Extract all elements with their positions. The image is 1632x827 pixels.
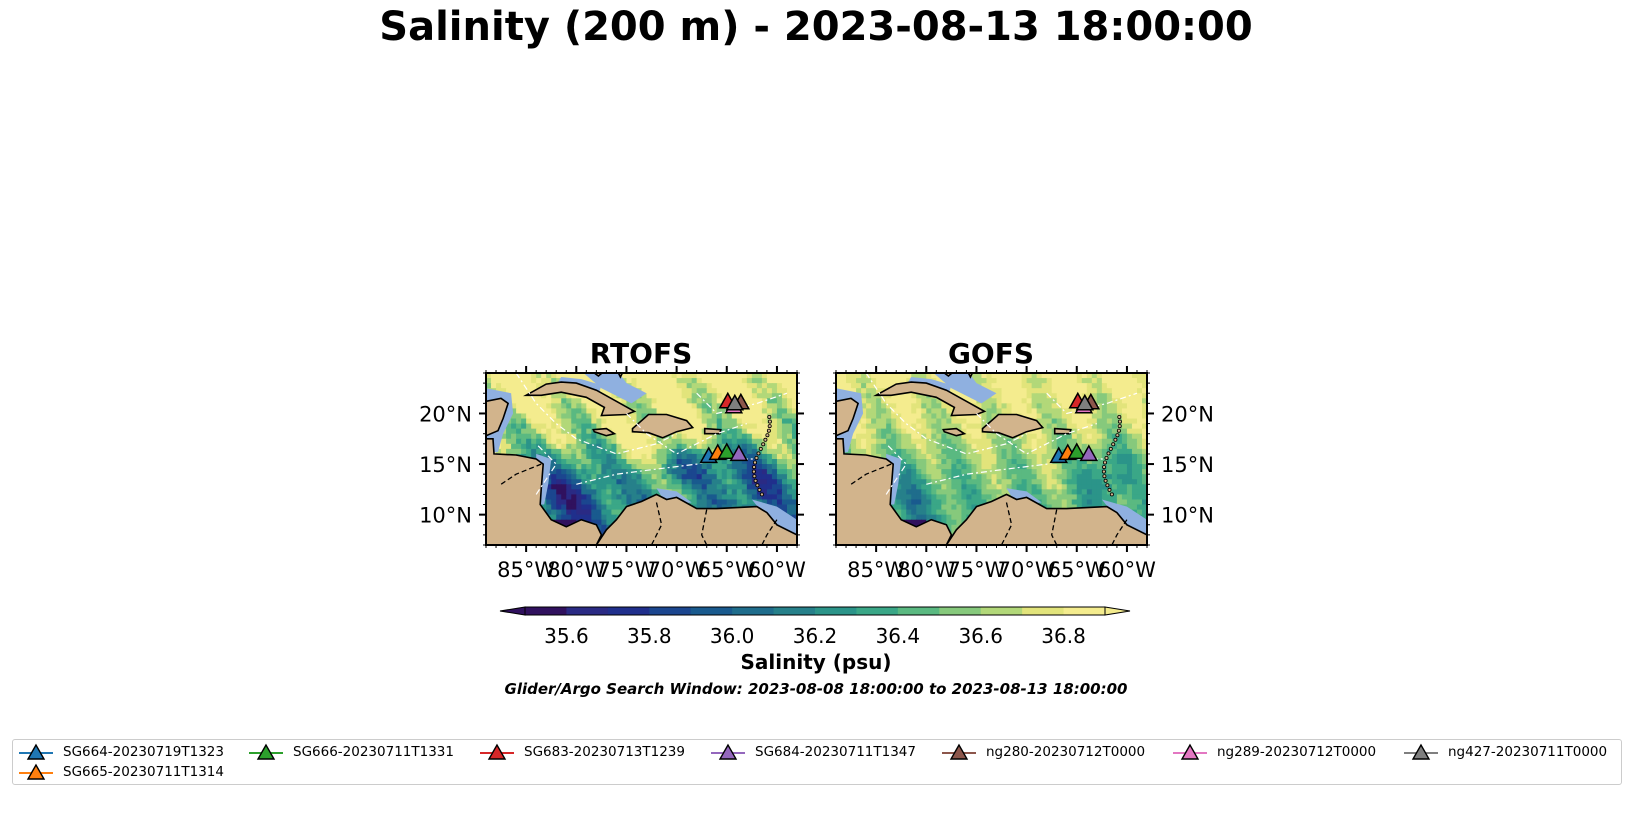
triangle-marker-icon [711, 743, 745, 760]
platform-marker-sg666-20230711t1331 [717, 442, 737, 460]
platform-marker-ng427-20230711t0000 [1075, 393, 1095, 411]
lon-tick-label: 60°W [748, 558, 806, 582]
lon-tick-label: 85°W [847, 558, 905, 582]
colorbar-tick-label: 36.8 [1041, 624, 1086, 648]
lon-tick-label: 80°W [897, 558, 955, 582]
land-rtofs [486, 437, 603, 545]
land-gofs [836, 397, 860, 437]
legend-item-ng427-20230711t0000: ng427-20230711T0000 [1404, 742, 1607, 762]
platform-marker-sg684-20230711t1347 [729, 444, 749, 462]
land-gofs [945, 493, 1147, 545]
lon-tick-label: 60°W [1098, 558, 1156, 582]
lon-tick-label: 70°W [648, 558, 706, 582]
land-rtofs [523, 381, 637, 417]
legend-item-label: ng289-20230712T0000 [1217, 744, 1377, 760]
legend-item-ng289-20230712t0000: ng289-20230712T0000 [1173, 742, 1376, 762]
legend-item-ng280-20230712t0000: ng280-20230712T0000 [942, 742, 1145, 762]
lon-tick-label: 70°W [998, 558, 1056, 582]
salinity-field-rtofs [486, 373, 797, 545]
legend-item-label: SG664-20230719T1323 [63, 744, 224, 760]
colorbar-tick-label: 36.4 [876, 624, 921, 648]
land-gofs [908, 358, 925, 368]
triangle-marker-icon [480, 743, 514, 760]
platform-marker-ng427-20230711t0000 [725, 393, 745, 411]
lon-tick-label: 75°W [947, 558, 1005, 582]
lat-tick-label: 15°N [419, 453, 472, 477]
legend-item-sg665-20230711t1314: SG665-20230711T1314 [19, 762, 224, 782]
land-rtofs [558, 358, 575, 368]
land-gofs [942, 427, 967, 437]
lon-tick-label: 65°W [1048, 558, 1106, 582]
map-panel-gofs: 85°W80°W75°W70°W65°W60°W 10°N 15°N 20°N [829, 358, 1214, 582]
land-rtofs [592, 427, 617, 437]
legend-item-label: ng427-20230711T0000 [1448, 744, 1608, 760]
legend-item-sg666-20230711t1331: SG666-20230711T1331 [249, 742, 454, 762]
triangle-marker-icon [942, 743, 976, 760]
land-rtofs [595, 493, 797, 545]
platform-marker-sg666-20230711t1331 [1067, 442, 1087, 460]
triangle-marker-icon [249, 743, 283, 760]
colorbar-tick-label: 35.6 [544, 624, 589, 648]
land-gofs [1053, 427, 1072, 435]
triangle-marker-icon [1173, 743, 1207, 760]
triangle-marker-icon [19, 743, 53, 760]
legend-item-sg664-20230719t1323: SG664-20230719T1323 [19, 742, 224, 762]
legend-item-label: SG683-20230713T1239 [524, 744, 685, 760]
lat-tick-label: 10°N [419, 504, 472, 528]
land-gofs [981, 413, 1045, 439]
legend-item-sg684-20230711t1347: SG684-20230711T1347 [711, 742, 916, 762]
land-gofs [873, 381, 987, 417]
panel-title-gofs: GOFS [947, 337, 1035, 370]
lon-tick-label: 65°W [698, 558, 756, 582]
legend-item-label: SG684-20230711T1347 [755, 744, 916, 760]
land-rtofs [703, 427, 722, 435]
land-rtofs [486, 397, 510, 437]
lat-tick-label: 10°N [1161, 504, 1214, 528]
lat-tick-label: 15°N [1161, 453, 1214, 477]
lon-tick-label: 85°W [497, 558, 555, 582]
legend-item-label: SG666-20230711T1331 [293, 744, 454, 760]
colorbar-tick-label: 36.6 [958, 624, 1003, 648]
colorbar: 35.6 35.8 36.0 36.2 36.4 36.6 36.8 [499, 606, 1131, 648]
land-gofs [836, 437, 953, 545]
legend-item-label: SG665-20230711T1314 [63, 764, 224, 780]
legend-item-sg683-20230713t1239: SG683-20230713T1239 [480, 742, 685, 762]
figure-title: Salinity (200 m) - 2023-08-13 18:00:00 [379, 4, 1253, 50]
legend-item-label: ng280-20230712T0000 [986, 744, 1146, 760]
triangle-marker-icon [1404, 743, 1438, 760]
search-window-caption: Glider/Argo Search Window: 2023-08-08 18… [504, 680, 1128, 698]
colorbar-tick-label: 35.8 [627, 624, 672, 648]
lat-tick-label: 20°N [419, 402, 472, 426]
land-rtofs [631, 413, 695, 439]
lon-tick-label: 80°W [547, 558, 605, 582]
platform-marker-sg684-20230711t1347 [1079, 444, 1099, 462]
map-panel-rtofs: 85°W80°W75°W70°W65°W60°W 10°N 15°N 20°N [419, 358, 806, 582]
map-frame-gofs [835, 372, 1148, 546]
colorbar-tick-label: 36.2 [793, 624, 838, 648]
legend: SG664-20230719T1323 SG665-20230711T1314 … [12, 739, 1622, 785]
map-frame-rtofs [485, 372, 798, 546]
triangle-marker-icon [19, 763, 53, 780]
panel-title-rtofs: RTOFS [589, 337, 693, 370]
lat-tick-label: 20°N [1161, 402, 1214, 426]
colorbar-tick-label: 36.0 [710, 624, 755, 648]
colorbar-label: Salinity (psu) [740, 650, 892, 674]
lon-tick-label: 75°W [597, 558, 655, 582]
